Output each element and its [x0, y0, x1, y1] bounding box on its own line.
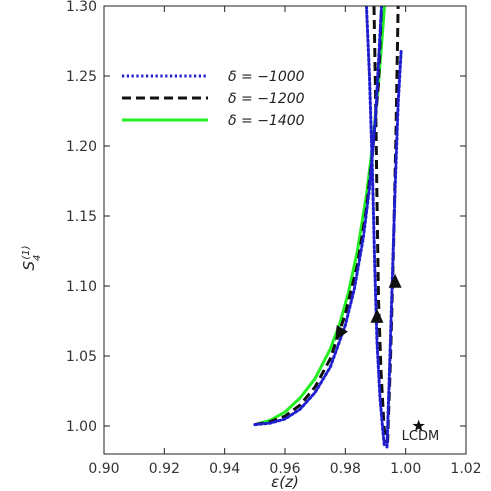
direction-arrow-3 [388, 273, 402, 288]
y-axis-title-sub: 4 [32, 255, 43, 261]
y-tick-label: 1.30 [66, 0, 97, 15]
svg-text:S4(1): S4(1) [20, 245, 43, 270]
y-axis-title: S4(1) [20, 245, 43, 270]
legend-label-1: δ = −1000 [228, 69, 305, 85]
y-tick-label: 1.25 [66, 69, 97, 85]
series-line-1-segment-2 [364, 6, 387, 449]
lcdm-label: LCDM [402, 429, 440, 444]
x-tick-label: 0.96 [269, 461, 300, 477]
direction-arrow-1 [335, 325, 348, 341]
x-axis-title: ε(z) [271, 473, 299, 491]
y-axis-title-sup: (1) [21, 245, 32, 259]
x-tick-label: 1.02 [450, 461, 481, 477]
y-tick-label: 1.10 [66, 279, 97, 295]
series-line-1-segment-3 [385, 49, 403, 449]
series-line-2-segment-2 [372, 6, 388, 443]
legend-label-2: δ = −1200 [228, 91, 305, 107]
chart-markers: LCDM [335, 273, 440, 444]
x-tick-label: 0.90 [88, 461, 119, 477]
x-axis: 0.90 0.92 0.94 0.96 0.98 1.00 1.02 [88, 6, 482, 477]
x-tick-label: 0.92 [149, 461, 180, 477]
x-tick-label: 1.00 [390, 461, 421, 477]
legend: δ = −1000 δ = −1200 δ = −1400 [122, 69, 305, 129]
direction-arrow-2 [370, 308, 384, 323]
y-axis-title-main: S [20, 261, 38, 271]
x-tick-label: 0.98 [330, 461, 361, 477]
y-tick-label: 1.20 [66, 139, 97, 155]
y-tick-label: 1.05 [66, 349, 97, 365]
y-tick-label: 1.15 [66, 209, 97, 225]
series-line-1-segment-1 [253, 6, 384, 427]
legend-label-3: δ = −1400 [228, 113, 305, 129]
x-tick-label: 0.94 [209, 461, 240, 477]
series-lines [253, 6, 403, 449]
lcdm-star-icon [412, 419, 425, 432]
y-axis: 1.00 1.05 1.10 1.15 1.20 1.25 1.30 [66, 0, 466, 435]
y-tick-label: 1.00 [66, 419, 97, 435]
